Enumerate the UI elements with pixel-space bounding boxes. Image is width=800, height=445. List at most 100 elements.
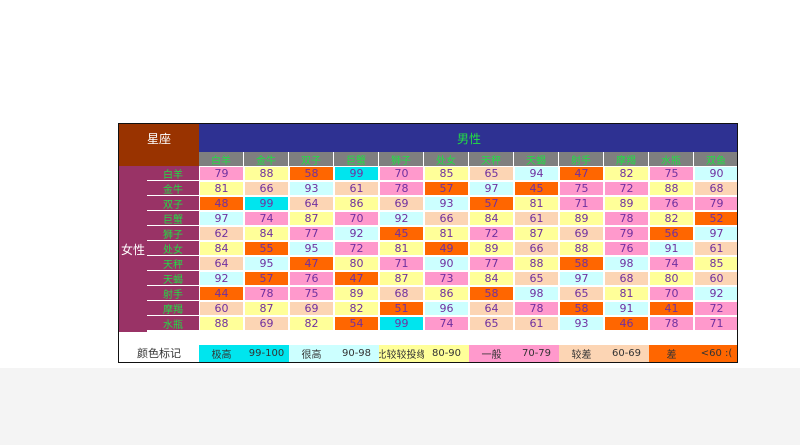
score-cell: 61 bbox=[335, 182, 378, 195]
column-header: 处女 bbox=[424, 152, 469, 166]
score-cell: 78 bbox=[380, 182, 423, 195]
score-cell: 89 bbox=[560, 212, 603, 225]
score-cell: 65 bbox=[470, 167, 513, 180]
score-cell: 87 bbox=[515, 227, 558, 240]
column-header: 金牛 bbox=[244, 152, 289, 166]
score-cell: 70 bbox=[380, 167, 423, 180]
score-cell: 81 bbox=[200, 182, 243, 195]
score-cell: 45 bbox=[380, 227, 423, 240]
score-cell: 58 bbox=[560, 302, 603, 315]
score-cell: 69 bbox=[380, 197, 423, 210]
score-cell: 75 bbox=[650, 167, 693, 180]
score-cell: 97 bbox=[470, 182, 513, 195]
row-header: 巨蟹 bbox=[147, 211, 199, 226]
score-cell: 74 bbox=[425, 317, 468, 330]
score-cell: 86 bbox=[425, 287, 468, 300]
score-cell: 99 bbox=[335, 167, 378, 180]
score-cell: 84 bbox=[245, 227, 288, 240]
score-cell: 96 bbox=[425, 302, 468, 315]
score-cell: 82 bbox=[290, 317, 333, 330]
score-cell: 71 bbox=[695, 317, 737, 330]
score-cell: 87 bbox=[245, 302, 288, 315]
score-cell: 68 bbox=[695, 182, 737, 195]
score-cell: 47 bbox=[335, 272, 378, 285]
column-header: 狮子 bbox=[379, 152, 424, 166]
score-cell: 85 bbox=[695, 257, 737, 270]
score-cell: 65 bbox=[470, 317, 513, 330]
score-cell: 90 bbox=[425, 257, 468, 270]
score-cell: 69 bbox=[560, 227, 603, 240]
score-cell: 93 bbox=[425, 197, 468, 210]
score-cell: 72 bbox=[605, 182, 648, 195]
score-cell: 91 bbox=[605, 302, 648, 315]
score-cell: 76 bbox=[605, 242, 648, 255]
score-cell: 84 bbox=[200, 242, 243, 255]
score-cell: 88 bbox=[200, 317, 243, 330]
row-header: 狮子 bbox=[147, 226, 199, 241]
score-cell: 58 bbox=[560, 257, 603, 270]
legend-range-swatch: <60 :( bbox=[694, 345, 737, 362]
score-cell: 64 bbox=[290, 197, 333, 210]
score-cell: 88 bbox=[560, 242, 603, 255]
legend-label-swatch: 较差 bbox=[559, 345, 604, 362]
score-cell: 79 bbox=[695, 197, 737, 210]
column-header: 射手 bbox=[559, 152, 604, 166]
legend-label-swatch: 差 bbox=[649, 345, 694, 362]
score-cell: 95 bbox=[245, 257, 288, 270]
corner-header: 星座 bbox=[119, 124, 199, 152]
score-cell: 66 bbox=[425, 212, 468, 225]
score-cell: 76 bbox=[650, 197, 693, 210]
score-cell: 98 bbox=[515, 287, 558, 300]
score-cell: 79 bbox=[200, 167, 243, 180]
score-cell: 60 bbox=[200, 302, 243, 315]
score-cell: 72 bbox=[695, 302, 737, 315]
score-cell: 72 bbox=[335, 242, 378, 255]
score-cell: 62 bbox=[200, 227, 243, 240]
score-cell: 71 bbox=[560, 197, 603, 210]
score-cell: 66 bbox=[515, 242, 558, 255]
score-cell: 82 bbox=[605, 167, 648, 180]
score-cell: 81 bbox=[605, 287, 648, 300]
spacer bbox=[119, 332, 199, 342]
score-cell: 88 bbox=[515, 257, 558, 270]
legend-range-swatch: 80-90 bbox=[424, 345, 469, 362]
score-cell: 82 bbox=[335, 302, 378, 315]
score-cell: 41 bbox=[650, 302, 693, 315]
score-cell: 78 bbox=[515, 302, 558, 315]
score-cell: 95 bbox=[290, 242, 333, 255]
score-cell: 82 bbox=[650, 212, 693, 225]
score-cell: 66 bbox=[245, 182, 288, 195]
score-cell: 46 bbox=[605, 317, 648, 330]
score-cell: 61 bbox=[695, 242, 737, 255]
column-header: 天秤 bbox=[469, 152, 514, 166]
score-cell: 72 bbox=[470, 227, 513, 240]
row-header: 处女 bbox=[147, 241, 199, 256]
female-header: 女性 bbox=[119, 166, 147, 332]
score-cell: 86 bbox=[335, 197, 378, 210]
header-filler bbox=[119, 152, 199, 166]
score-cell: 77 bbox=[470, 257, 513, 270]
score-cell: 74 bbox=[245, 212, 288, 225]
column-header: 双鱼 bbox=[694, 152, 737, 166]
score-cell: 73 bbox=[425, 272, 468, 285]
score-cell: 92 bbox=[335, 227, 378, 240]
column-header: 水瓶 bbox=[649, 152, 694, 166]
score-cell: 78 bbox=[245, 287, 288, 300]
score-cell: 94 bbox=[515, 167, 558, 180]
legend-range-swatch: 70-79 bbox=[514, 345, 559, 362]
legend-label-swatch: 比较较投缘 bbox=[379, 345, 424, 362]
score-cell: 74 bbox=[650, 257, 693, 270]
column-header: 天蝎 bbox=[514, 152, 559, 166]
score-cell: 61 bbox=[515, 317, 558, 330]
score-cell: 48 bbox=[200, 197, 243, 210]
row-header: 白羊 bbox=[147, 166, 199, 181]
column-header: 双子 bbox=[289, 152, 334, 166]
score-cell: 56 bbox=[650, 227, 693, 240]
score-cell: 92 bbox=[200, 272, 243, 285]
score-cell: 81 bbox=[515, 197, 558, 210]
score-cell: 99 bbox=[380, 317, 423, 330]
score-cell: 61 bbox=[515, 212, 558, 225]
score-cell: 75 bbox=[290, 287, 333, 300]
row-header: 双子 bbox=[147, 196, 199, 211]
score-cell: 71 bbox=[380, 257, 423, 270]
